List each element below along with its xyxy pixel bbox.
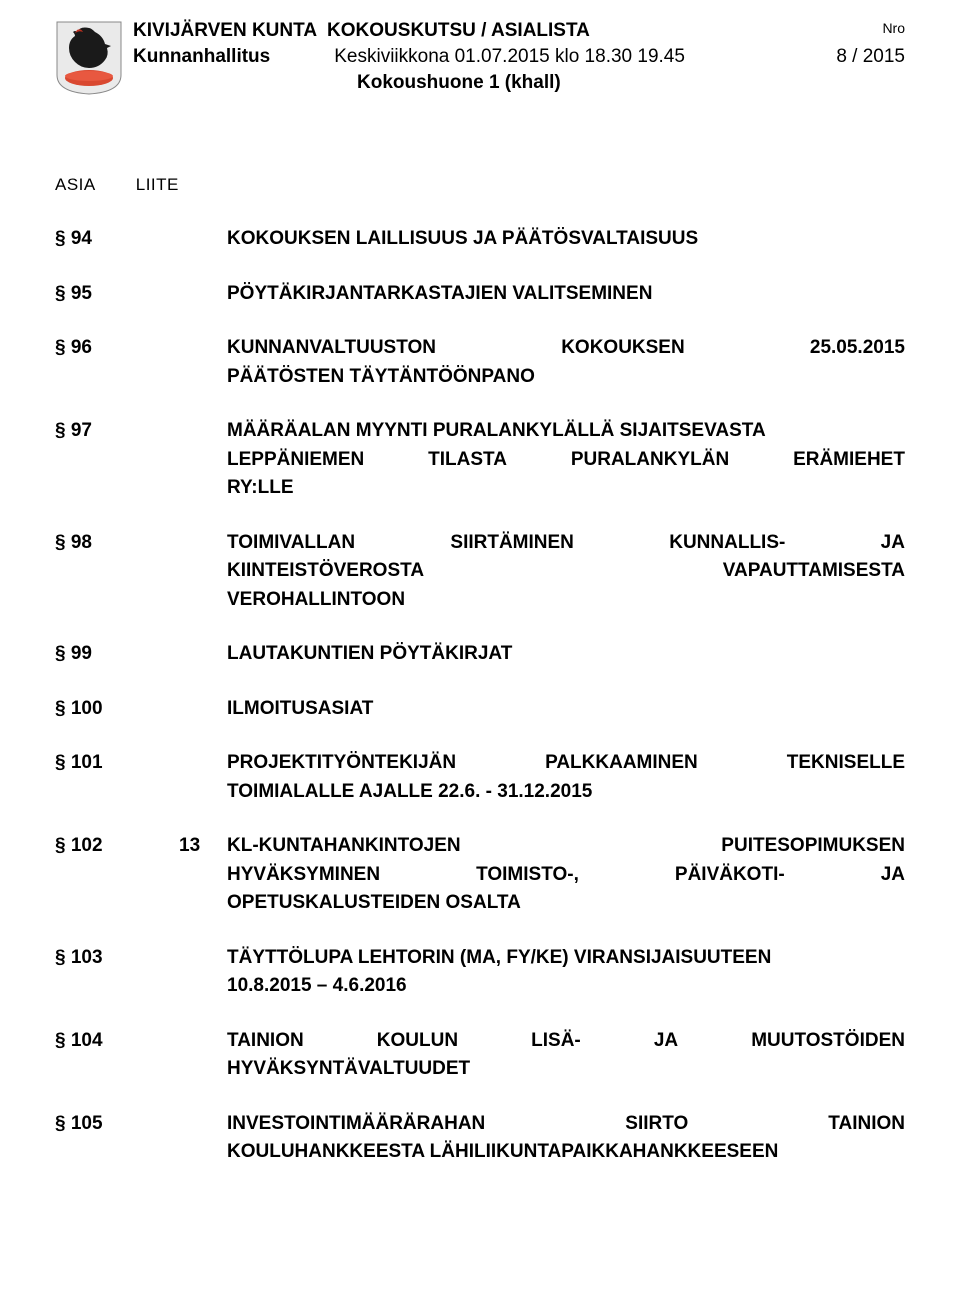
agenda-item-number: § 99 [55, 640, 179, 669]
agenda-text-line: PÄÄTÖSTEN TÄYTÄNTÖÖNPANO [227, 363, 905, 392]
header-text-block: KIVIJÄRVEN KUNTA KOKOUSKUTSU / ASIALISTA… [133, 20, 905, 94]
agenda-text-line: RY:LLE [227, 474, 905, 503]
board-name: Kunnanhallitus [133, 46, 270, 68]
agenda-item-number: § 103 [55, 944, 179, 1001]
agenda-text-line: KUNNANVALTUUSTONKOKOUKSEN25.05.2015 [227, 334, 905, 363]
liite-label: LIITE [136, 175, 179, 195]
agenda-item-attachment [179, 1110, 227, 1167]
document-header: KIVIJÄRVEN KUNTA KOKOUSKUTSU / ASIALISTA… [55, 20, 905, 95]
nro-label: Nro [882, 20, 905, 42]
agenda-item: § 100 ILMOITUSASIAT [55, 695, 905, 724]
agenda-item: § 105 INVESTOINTIMÄÄRÄRAHANSIIRTOTAINIONK… [55, 1110, 905, 1167]
asia-label: ASIA [55, 175, 96, 195]
agenda-item: § 94 KOKOUKSEN LAILLISUUS JA PÄÄTÖSVALTAI… [55, 225, 905, 254]
agenda-item-text: LAUTAKUNTIEN PÖYTÄKIRJAT [227, 640, 905, 669]
agenda-item-number: § 94 [55, 225, 179, 254]
meeting-date: Keskiviikkona 01.07.2015 klo 18.30 19.45 [334, 46, 685, 68]
agenda-text-line: PROJEKTITYÖNTEKIJÄNPALKKAAMINENTEKNISELL… [227, 749, 905, 778]
meeting-room: Kokoushuone 1 (khall) [357, 72, 905, 94]
agenda-item-number-col: § 96 [55, 334, 227, 391]
agenda-item-attachment [179, 417, 227, 503]
agenda-item-attachment [179, 944, 227, 1001]
page-number: 8 / 2015 [836, 46, 905, 68]
agenda-item-number: § 100 [55, 695, 179, 724]
agenda-item-attachment: 13 [179, 832, 227, 918]
org-name: KIVIJÄRVEN KUNTA [133, 20, 317, 42]
agenda-text-line: HYVÄKSYMINENTOIMISTO-,PÄIVÄKOTI-JA [227, 861, 905, 890]
agenda-item: § 96 KUNNANVALTUUSTONKOKOUKSEN25.05.2015P… [55, 334, 905, 391]
agenda-item-number-col: § 95 [55, 280, 227, 309]
agenda-text-line: KOULUHANKKEESTA LÄHILIIKUNTAPAIKKAHANKKE… [227, 1138, 905, 1167]
agenda-text-line: 10.8.2015 – 4.6.2016 [227, 972, 905, 1001]
agenda-item-attachment [179, 695, 227, 724]
logo-column [55, 20, 133, 95]
agenda-item: § 101 PROJEKTITYÖNTEKIJÄNPALKKAAMINENTEKN… [55, 749, 905, 806]
agenda-item-number-col: § 94 [55, 225, 227, 254]
agenda-item: § 97 MÄÄRÄALAN MYYNTI PURALANKYLÄLLÄ SIJA… [55, 417, 905, 503]
agenda-item-number-col: § 99 [55, 640, 227, 669]
agenda-text-line: MÄÄRÄALAN MYYNTI PURALANKYLÄLLÄ SIJAITSE… [227, 417, 905, 446]
agenda-item-text: KL-KUNTAHANKINTOJENPUITESOPIMUKSENHYVÄKS… [227, 832, 905, 918]
agenda-text-line: TOIMIVALLANSIIRTÄMINENKUNNALLIS-JA [227, 529, 905, 558]
column-labels: ASIA LIITE [55, 175, 905, 195]
agenda-item-number-col: § 105 [55, 1110, 227, 1167]
agenda-item: § 10213KL-KUNTAHANKINTOJENPUITESOPIMUKSE… [55, 832, 905, 918]
agenda-item-number-col: § 103 [55, 944, 227, 1001]
agenda-item-text: TOIMIVALLANSIIRTÄMINENKUNNALLIS-JAKIINTE… [227, 529, 905, 615]
agenda-item-number: § 95 [55, 280, 179, 309]
agenda-item-number: § 96 [55, 334, 179, 391]
agenda-item-number-col: § 104 [55, 1027, 227, 1084]
agenda-item-attachment [179, 640, 227, 669]
agenda-item-number: § 97 [55, 417, 179, 503]
header-line-2: Kunnanhallitus Keskiviikkona 01.07.2015 … [133, 46, 905, 68]
agenda-item-text: TAINIONKOULUNLISÄ-JAMUUTOSTÖIDENHYVÄKSYN… [227, 1027, 905, 1084]
agenda-item: § 95 PÖYTÄKIRJANTARKASTAJIEN VALITSEMINEN [55, 280, 905, 309]
agenda-item-text: MÄÄRÄALAN MYYNTI PURALANKYLÄLLÄ SIJAITSE… [227, 417, 905, 503]
agenda-item-text: TÄYTTÖLUPA LEHTORIN (MA, FY/KE) VIRANSIJ… [227, 944, 905, 1001]
agenda-item-attachment [179, 1027, 227, 1084]
agenda-item-attachment [179, 749, 227, 806]
agenda-item: § 104 TAINIONKOULUNLISÄ-JAMUUTOSTÖIDENHYV… [55, 1027, 905, 1084]
agenda-text-line: INVESTOINTIMÄÄRÄRAHANSIIRTOTAINION [227, 1110, 905, 1139]
agenda-item-number: § 105 [55, 1110, 179, 1167]
agenda-item-number-col: § 98 [55, 529, 227, 615]
agenda-item-number: § 102 [55, 832, 179, 918]
agenda-list: § 94 KOKOUKSEN LAILLISUUS JA PÄÄTÖSVALTAI… [55, 225, 905, 1167]
agenda-item-text: PÖYTÄKIRJANTARKASTAJIEN VALITSEMINEN [227, 280, 905, 309]
municipality-logo [55, 20, 123, 95]
agenda-text-line: OPETUSKALUSTEIDEN OSALTA [227, 889, 905, 918]
agenda-item-attachment [179, 334, 227, 391]
agenda-item-text: KUNNANVALTUUSTONKOKOUKSEN25.05.2015PÄÄTÖ… [227, 334, 905, 391]
agenda-text-line: KIINTEISTÖVEROSTAVAPAUTTAMISESTA [227, 557, 905, 586]
agenda-text-line: KL-KUNTAHANKINTOJENPUITESOPIMUKSEN [227, 832, 905, 861]
agenda-item-number-col: § 100 [55, 695, 227, 724]
agenda-text-line: LEPPÄNIEMENTILASTAPURALANKYLÄNERÄMIEHET [227, 446, 905, 475]
agenda-item-text: PROJEKTITYÖNTEKIJÄNPALKKAAMINENTEKNISELL… [227, 749, 905, 806]
agenda-item-number: § 101 [55, 749, 179, 806]
agenda-item-number: § 98 [55, 529, 179, 615]
agenda-item-text: ILMOITUSASIAT [227, 695, 905, 724]
doc-type: KOKOUSKUTSU / ASIALISTA [327, 20, 590, 42]
agenda-item-attachment [179, 280, 227, 309]
agenda-item: § 98 TOIMIVALLANSIIRTÄMINENKUNNALLIS-JAKI… [55, 529, 905, 615]
agenda-item-text: KOKOUKSEN LAILLISUUS JA PÄÄTÖSVALTAISUUS [227, 225, 905, 254]
agenda-item-attachment [179, 529, 227, 615]
agenda-item-attachment [179, 225, 227, 254]
agenda-item-text: INVESTOINTIMÄÄRÄRAHANSIIRTOTAINIONKOULUH… [227, 1110, 905, 1167]
agenda-item: § 103 TÄYTTÖLUPA LEHTORIN (MA, FY/KE) VIR… [55, 944, 905, 1001]
agenda-item-number-col: § 97 [55, 417, 227, 503]
agenda-text-line: HYVÄKSYNTÄVALTUUDET [227, 1055, 905, 1084]
header-line-1: KIVIJÄRVEN KUNTA KOKOUSKUTSU / ASIALISTA… [133, 20, 905, 42]
agenda-item: § 99 LAUTAKUNTIEN PÖYTÄKIRJAT [55, 640, 905, 669]
agenda-item-number-col: § 101 [55, 749, 227, 806]
agenda-text-line: TOIMIALALLE AJALLE 22.6. - 31.12.2015 [227, 778, 905, 807]
agenda-text-line: TÄYTTÖLUPA LEHTORIN (MA, FY/KE) VIRANSIJ… [227, 944, 905, 973]
agenda-item-number-col: § 10213 [55, 832, 227, 918]
agenda-item-number: § 104 [55, 1027, 179, 1084]
agenda-text-line: VEROHALLINTOON [227, 586, 905, 615]
agenda-text-line: TAINIONKOULUNLISÄ-JAMUUTOSTÖIDEN [227, 1027, 905, 1056]
